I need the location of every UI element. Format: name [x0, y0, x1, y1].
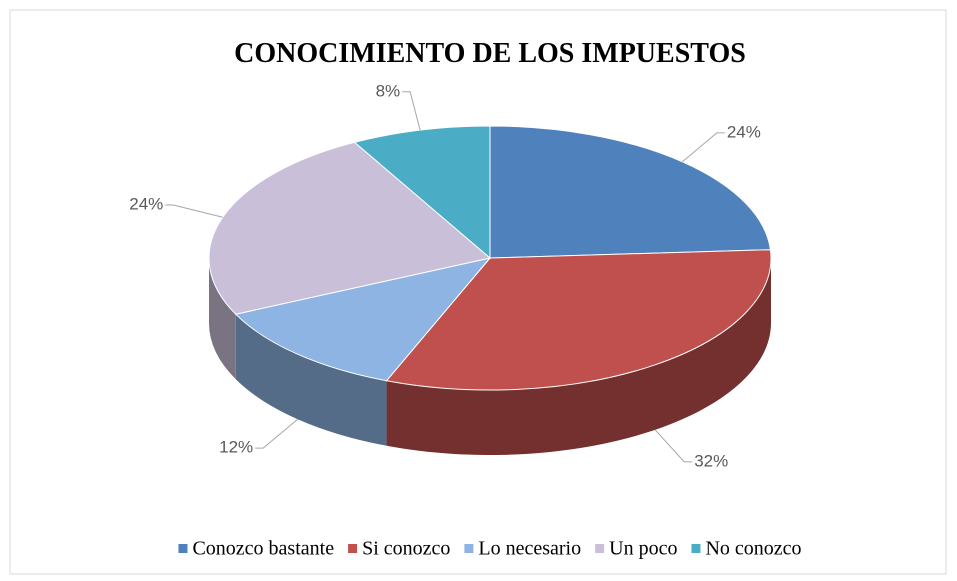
legend-swatch	[348, 544, 358, 553]
slice-side	[235, 314, 387, 446]
slice	[208, 141, 492, 315]
data-label: 12%	[219, 438, 253, 457]
data-label: 24%	[129, 194, 163, 213]
leader-line	[255, 418, 298, 449]
legend-label: Si conozco	[362, 538, 450, 560]
leader-line	[165, 204, 223, 218]
legend-label: Conozco bastante	[192, 538, 334, 560]
slice-side	[386, 258, 771, 455]
legend-swatch	[464, 544, 474, 553]
legend-label: Lo necesario	[478, 538, 581, 560]
chart-title: CONOCIMIENTO DE LOS IMPUESTOS	[234, 38, 746, 69]
slice	[234, 257, 492, 382]
leader-line	[654, 429, 693, 463]
slice	[385, 249, 772, 391]
slice	[489, 125, 772, 259]
data-label: 24%	[727, 122, 761, 141]
legend-label: Un poco	[609, 538, 677, 560]
legend-label: No conozco	[705, 538, 801, 560]
legend-swatch	[178, 544, 188, 553]
slice-side	[209, 258, 236, 380]
data-label: 8%	[376, 81, 401, 100]
slice	[353, 125, 491, 260]
leader-line	[682, 132, 725, 163]
leader-line	[402, 91, 421, 131]
data-label: 32%	[694, 451, 728, 470]
legend-swatch	[691, 544, 701, 553]
legend-swatch	[595, 544, 605, 553]
